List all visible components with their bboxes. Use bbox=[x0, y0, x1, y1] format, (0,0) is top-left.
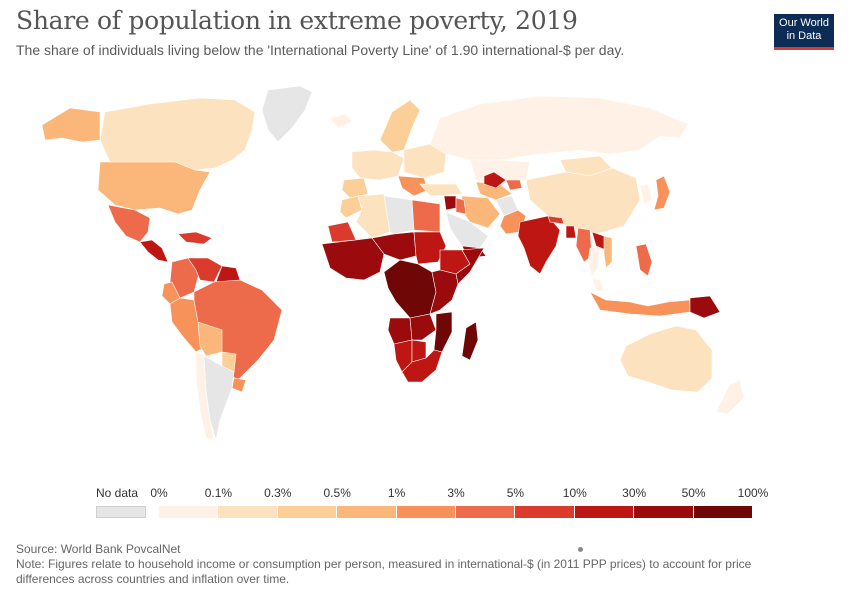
region-indonesia[interactable] bbox=[589, 291, 691, 317]
legend-bin[interactable] bbox=[574, 506, 635, 518]
region-caribbean[interactable] bbox=[177, 231, 213, 245]
region-morocco[interactable] bbox=[339, 195, 363, 219]
region-balkans[interactable] bbox=[397, 175, 429, 197]
legend-tick-label: 0.3% bbox=[264, 486, 292, 500]
region-canada[interactable] bbox=[99, 97, 256, 171]
region-myanmar[interactable] bbox=[575, 227, 593, 263]
region-angola[interactable] bbox=[387, 317, 413, 345]
region-tajikistan[interactable] bbox=[483, 171, 507, 189]
legend-tick-label: 5% bbox=[506, 486, 525, 500]
source-text: Source: World Bank PovcalNet bbox=[16, 542, 181, 556]
region-sudan[interactable] bbox=[413, 231, 447, 265]
region-egypt[interactable] bbox=[411, 199, 441, 233]
region-mozambique[interactable] bbox=[433, 311, 453, 353]
region-scandinavia[interactable] bbox=[379, 99, 421, 153]
legend-bin[interactable] bbox=[218, 506, 278, 518]
chart-subtitle: The share of individuals living below th… bbox=[16, 42, 625, 58]
legend-tick-label: 0.1% bbox=[204, 486, 233, 500]
logo-line-2: in Data bbox=[786, 30, 822, 42]
legend-no-data-swatch[interactable] bbox=[96, 506, 146, 518]
region-libya[interactable] bbox=[383, 195, 415, 235]
legend-tick-label: 10% bbox=[562, 486, 587, 500]
region-united-states[interactable] bbox=[97, 161, 211, 215]
region-western-europe[interactable] bbox=[351, 149, 405, 181]
region-mauritania[interactable] bbox=[327, 221, 357, 243]
legend-tick-label: 1% bbox=[387, 486, 406, 500]
region-iraq[interactable] bbox=[455, 197, 467, 215]
legend-tick-label: 0% bbox=[150, 486, 168, 500]
region-zambia[interactable] bbox=[409, 313, 437, 341]
region-nepal[interactable] bbox=[547, 215, 565, 225]
region-turkey[interactable] bbox=[419, 183, 463, 197]
note-text: Note: Figures relate to household income… bbox=[16, 557, 752, 586]
region-madagascar[interactable] bbox=[461, 321, 479, 361]
region-mexico[interactable] bbox=[107, 204, 151, 243]
slider-dot[interactable] bbox=[578, 547, 583, 552]
chart-title: Share of population in extreme poverty, … bbox=[16, 6, 578, 35]
region-syria[interactable] bbox=[443, 195, 457, 211]
region-greenland[interactable] bbox=[261, 85, 313, 143]
legend-tick-label: 30% bbox=[622, 486, 647, 500]
legend-tick-label: 3% bbox=[447, 486, 465, 500]
owid-logo[interactable]: Our World in Data bbox=[774, 14, 834, 50]
legend-tick-label: 0.5% bbox=[323, 486, 351, 500]
region-central-america[interactable] bbox=[139, 239, 169, 263]
region-east-africa[interactable] bbox=[429, 269, 459, 315]
region-australia[interactable] bbox=[619, 325, 713, 393]
legend-bin[interactable] bbox=[159, 506, 219, 518]
region-vietnam[interactable] bbox=[603, 235, 613, 269]
region-iberia[interactable] bbox=[341, 177, 369, 199]
legend-tick-label: 50% bbox=[681, 486, 706, 500]
world-map[interactable] bbox=[0, 78, 850, 478]
legend-bin[interactable] bbox=[277, 506, 338, 518]
region-korea[interactable] bbox=[639, 183, 653, 205]
region-congo-basin[interactable] bbox=[383, 259, 437, 319]
region-papua-new-guinea[interactable] bbox=[689, 295, 721, 319]
color-legend: No data 0% 0.1% 0.3% 0.5% 1% 3% 5% 10% 30% 50% 100… bbox=[0, 484, 850, 524]
region-malaysia[interactable] bbox=[591, 277, 605, 293]
region-bangladesh[interactable] bbox=[565, 225, 577, 239]
region-kyrgyzstan[interactable] bbox=[505, 179, 523, 191]
region-india[interactable] bbox=[517, 215, 561, 275]
legend-bin[interactable] bbox=[396, 506, 456, 518]
legend-bin[interactable] bbox=[693, 506, 753, 518]
legend-no-data-label: No data bbox=[96, 486, 139, 500]
region-japan[interactable] bbox=[653, 175, 671, 211]
region-west-africa[interactable] bbox=[321, 237, 385, 281]
legend-bin[interactable] bbox=[456, 506, 516, 518]
region-russia[interactable] bbox=[429, 95, 689, 161]
region-new-zealand[interactable] bbox=[715, 379, 745, 415]
region-iceland[interactable] bbox=[329, 113, 353, 129]
legend-bin[interactable] bbox=[337, 506, 397, 518]
region-argentina[interactable] bbox=[203, 355, 235, 441]
region-south-africa[interactable] bbox=[401, 349, 443, 383]
region-bolivia[interactable] bbox=[197, 321, 223, 357]
region-thailand[interactable] bbox=[587, 247, 601, 277]
legend-tick-label: 100% bbox=[737, 486, 769, 500]
region-philippines[interactable] bbox=[635, 243, 653, 277]
logo-line-1: Our World bbox=[779, 17, 829, 29]
legend-bin[interactable] bbox=[634, 506, 694, 518]
region-alaska[interactable] bbox=[41, 107, 101, 143]
legend-bin[interactable] bbox=[515, 506, 575, 518]
region-uruguay[interactable] bbox=[231, 377, 247, 393]
